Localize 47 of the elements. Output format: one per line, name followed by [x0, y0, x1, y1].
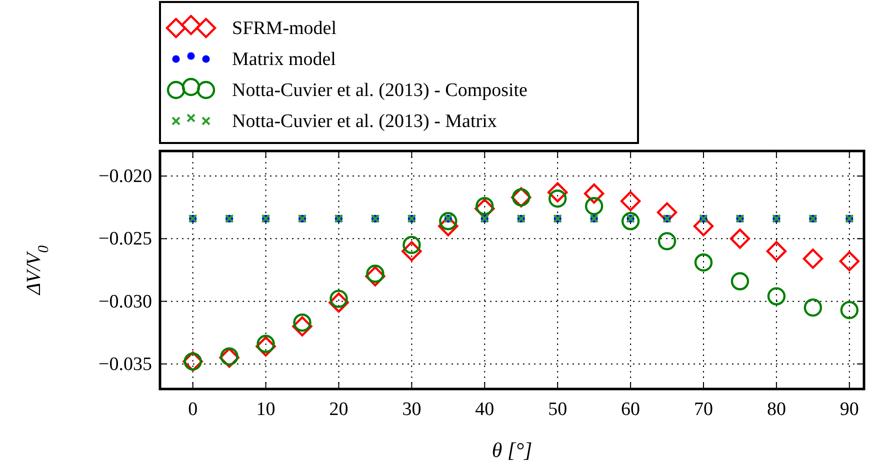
point — [802, 248, 824, 269]
x-tick-label: 30 — [402, 399, 422, 420]
point — [547, 182, 568, 202]
x-tick-label: 60 — [621, 399, 640, 420]
point — [730, 272, 750, 290]
point — [767, 287, 786, 306]
legend-label: Matrix model — [232, 49, 336, 70]
point — [621, 212, 640, 230]
point — [402, 241, 422, 262]
x-tick-label: 70 — [694, 399, 714, 420]
point — [620, 191, 641, 212]
x-tick-label: 90 — [840, 399, 859, 420]
point — [293, 314, 312, 332]
point — [256, 334, 275, 354]
point — [694, 253, 713, 272]
point — [548, 190, 567, 208]
point — [328, 292, 349, 313]
point — [402, 236, 421, 254]
legend-label: SFRM-model — [232, 18, 337, 39]
point — [366, 264, 384, 283]
point — [292, 316, 312, 336]
point — [766, 241, 787, 262]
y-tick-label: −0.030 — [98, 291, 152, 312]
point — [658, 232, 676, 250]
point — [330, 290, 348, 308]
legend-label: Notta-Cuvier et al. (2013) - Matrix — [232, 111, 498, 132]
x-tick-label: 0 — [188, 399, 198, 420]
point — [839, 251, 860, 272]
x-tick-label: 20 — [329, 399, 348, 420]
point — [365, 266, 386, 286]
point — [730, 228, 750, 249]
x-tick-label: 10 — [256, 399, 276, 420]
x-axis-title: θ [°] — [492, 438, 532, 462]
point — [476, 197, 494, 216]
x-tick-label: 50 — [548, 399, 568, 420]
point — [584, 197, 604, 216]
point — [840, 300, 859, 320]
point — [439, 212, 458, 230]
x-tick-label: 80 — [766, 399, 786, 420]
point — [804, 298, 822, 317]
y-tick-label: −0.035 — [98, 354, 152, 375]
point — [256, 336, 276, 357]
legend-label: Notta-Cuvier et al. (2013) - Composite — [232, 80, 528, 101]
y-tick-label: −0.020 — [98, 166, 152, 188]
y-tick-label: −0.025 — [98, 228, 152, 250]
x-tick-label: 40 — [475, 399, 494, 420]
point — [584, 183, 604, 204]
